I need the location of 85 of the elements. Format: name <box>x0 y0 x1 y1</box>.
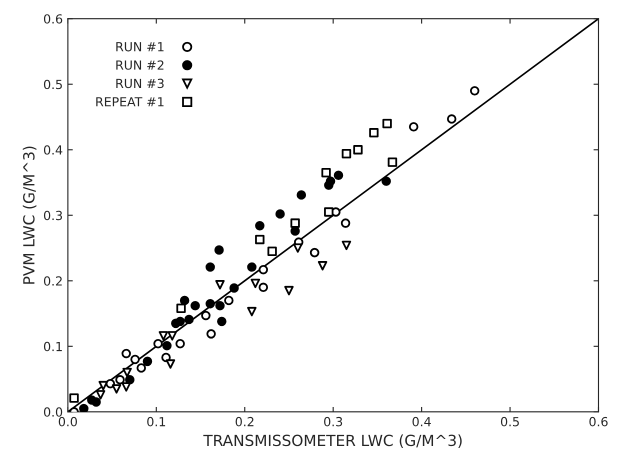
x-tick-label: 0.0 <box>58 416 77 426</box>
point <box>247 306 257 316</box>
point <box>284 286 294 296</box>
point <box>342 148 352 158</box>
y-tick-label: 0.4 <box>44 145 62 155</box>
point <box>446 114 456 124</box>
point <box>470 86 480 96</box>
point <box>224 296 234 306</box>
point <box>175 316 185 326</box>
x-tick-label: 0.1 <box>147 416 166 426</box>
point <box>310 248 320 258</box>
x-tick-label: 0.6 <box>589 416 608 426</box>
point <box>96 390 106 400</box>
point <box>217 316 226 326</box>
y-tick-label: 0.6 <box>44 14 62 24</box>
legend-label: RUN #3 <box>116 78 164 88</box>
point <box>142 356 152 366</box>
point <box>136 363 146 373</box>
point <box>382 118 392 128</box>
x-axis-title: TRANSMISSOMETER LWC (G/M^3) <box>203 434 462 448</box>
point <box>275 209 285 219</box>
point <box>168 331 177 341</box>
point <box>267 246 277 256</box>
point <box>247 262 257 272</box>
point <box>206 299 215 308</box>
y-tick-label: 0.3 <box>44 210 62 220</box>
y-tick-label: 0.5 <box>44 80 62 90</box>
point <box>98 380 108 390</box>
point <box>255 234 264 244</box>
point <box>340 218 350 228</box>
x-tick-label: 0.2 <box>236 416 254 426</box>
point <box>122 348 131 358</box>
y-tick-label: 0.0 <box>44 407 62 417</box>
point <box>258 282 268 292</box>
point <box>206 262 215 272</box>
point <box>215 280 225 290</box>
legend-label: REPEAT #1 <box>96 97 164 106</box>
y-tick-label: 0.1 <box>44 342 62 352</box>
point <box>290 218 300 228</box>
point <box>91 397 101 407</box>
point <box>214 245 224 255</box>
point <box>190 300 200 310</box>
point <box>175 338 185 348</box>
point <box>408 122 418 132</box>
point <box>206 329 216 339</box>
point <box>258 264 268 274</box>
point <box>166 359 176 369</box>
point <box>293 243 303 253</box>
point <box>229 283 239 293</box>
point <box>122 368 132 378</box>
point <box>318 261 328 270</box>
point <box>334 170 344 180</box>
x-tick-label: 0.3 <box>324 416 342 426</box>
point <box>369 128 379 138</box>
point <box>115 375 125 384</box>
point <box>250 278 260 288</box>
point <box>69 393 79 403</box>
point <box>201 310 211 320</box>
point <box>296 190 306 200</box>
point <box>180 296 190 306</box>
x-tick-label: 0.5 <box>500 416 519 426</box>
point <box>184 314 194 324</box>
point <box>153 338 163 348</box>
point <box>255 221 264 230</box>
y-tick-label: 0.2 <box>44 276 62 286</box>
point <box>79 404 88 412</box>
point <box>324 207 334 217</box>
point <box>324 180 334 190</box>
point <box>215 300 225 310</box>
point <box>122 382 131 392</box>
point <box>162 340 172 350</box>
point <box>112 384 122 394</box>
point <box>342 240 352 250</box>
point <box>321 168 331 178</box>
y-axis-title: PVM LWC (G/M^3) <box>22 146 36 284</box>
point <box>130 354 140 364</box>
x-tick-label: 0.4 <box>412 416 431 426</box>
point <box>353 145 363 154</box>
point <box>158 331 168 341</box>
point <box>176 304 186 314</box>
point <box>382 176 391 186</box>
point <box>388 158 398 167</box>
point <box>161 352 171 362</box>
legend-label: RUN #1 <box>116 42 164 52</box>
legend-label: RUN #2 <box>116 60 164 70</box>
